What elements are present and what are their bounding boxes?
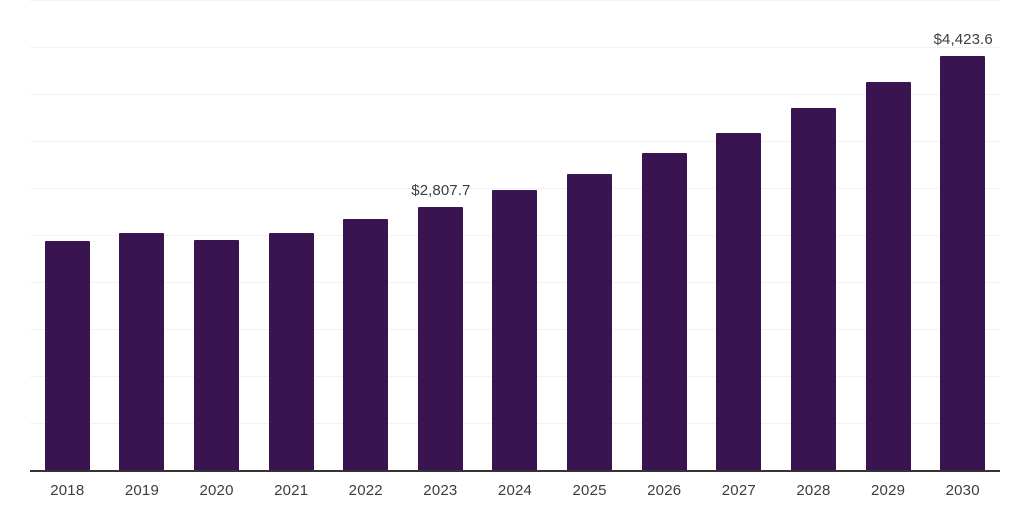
gridline bbox=[30, 0, 1000, 1]
bar-slot bbox=[328, 0, 403, 470]
bar-slot bbox=[627, 0, 702, 470]
bars-layer: $2,807.7 $4,423.6 bbox=[30, 0, 1000, 470]
bar-value-label-2023: $2,807.7 bbox=[411, 182, 471, 200]
bar-2027[interactable] bbox=[716, 132, 762, 470]
x-axis-line bbox=[30, 470, 1000, 472]
bar-slot bbox=[702, 0, 777, 470]
bar-slot bbox=[105, 0, 180, 470]
x-tick-2018: 2018 bbox=[50, 482, 85, 499]
gridline bbox=[30, 188, 1000, 189]
x-tick-2027: 2027 bbox=[721, 482, 756, 499]
bar-2026[interactable] bbox=[641, 152, 687, 470]
bar-slot bbox=[851, 0, 926, 470]
bar-slot bbox=[254, 0, 329, 470]
bar-slot: $2,807.7 bbox=[403, 0, 478, 470]
x-tick-2022: 2022 bbox=[348, 482, 383, 499]
bar-2030[interactable] bbox=[940, 56, 986, 470]
x-tick-2020: 2020 bbox=[199, 482, 234, 499]
bar-2020[interactable] bbox=[194, 239, 240, 470]
bar-2019[interactable] bbox=[119, 232, 165, 470]
bar-2028[interactable] bbox=[790, 108, 836, 470]
x-tick-2029: 2029 bbox=[870, 482, 906, 499]
x-tick-2025: 2025 bbox=[572, 482, 607, 499]
bar-2029[interactable] bbox=[865, 81, 911, 470]
x-axis-tick-labels: 2018 2019 2020 2021 2022 2023 2024 2025 2026 2027… bbox=[30, 482, 1000, 512]
bar-2018[interactable] bbox=[44, 240, 90, 470]
bar-2025[interactable] bbox=[567, 173, 613, 470]
x-tick-2026: 2026 bbox=[647, 482, 682, 499]
bar-2023[interactable] bbox=[417, 207, 463, 470]
x-tick-2019: 2019 bbox=[124, 482, 159, 499]
x-tick-2021: 2021 bbox=[274, 482, 309, 499]
gridline bbox=[30, 141, 1000, 142]
bar-2021[interactable] bbox=[268, 232, 314, 470]
x-tick-2023: 2023 bbox=[423, 482, 458, 499]
bar-slot bbox=[552, 0, 627, 470]
bar-slot bbox=[179, 0, 254, 470]
bar-2024[interactable] bbox=[492, 189, 538, 470]
x-tick-2030: 2030 bbox=[945, 482, 980, 499]
x-tick-2028: 2028 bbox=[796, 482, 831, 499]
gridline bbox=[30, 94, 1000, 95]
bar-2022[interactable] bbox=[343, 218, 389, 470]
gridline bbox=[30, 47, 1000, 48]
bar-slot: $4,423.6 bbox=[925, 0, 1000, 470]
bar-slot bbox=[478, 0, 553, 470]
x-tick-2024: 2024 bbox=[497, 482, 533, 499]
bar-value-label-2030: $4,423.6 bbox=[933, 31, 993, 49]
bar-slot bbox=[30, 0, 105, 470]
bar-slot bbox=[776, 0, 851, 470]
